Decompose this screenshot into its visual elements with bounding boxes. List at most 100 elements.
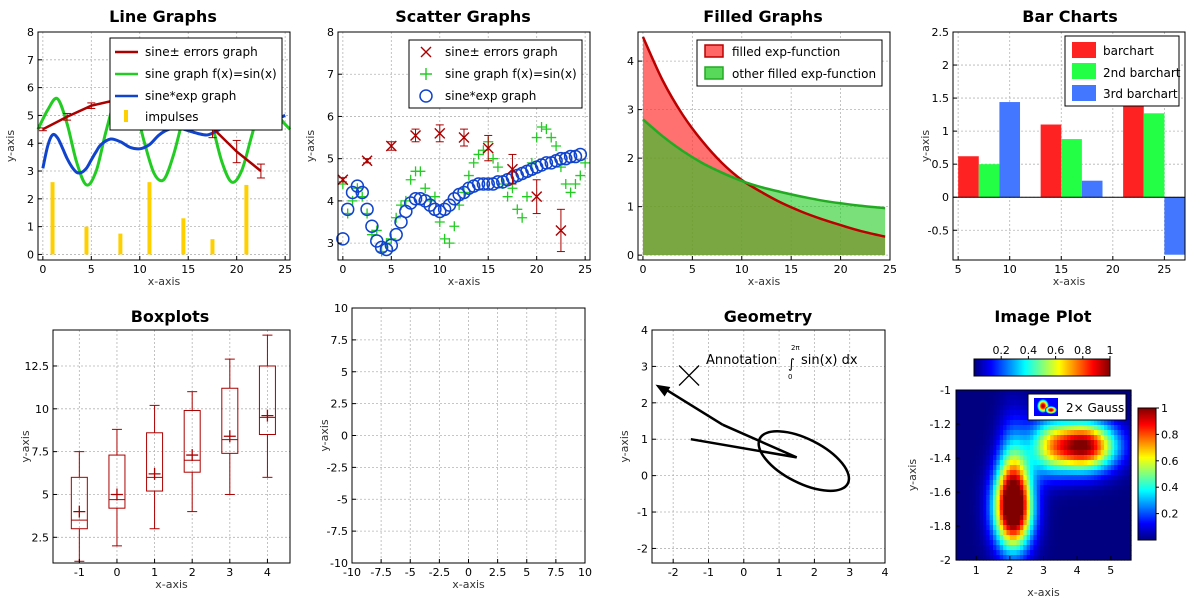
heatmap-cell [989, 535, 994, 541]
heatmap-cell [979, 500, 984, 506]
heatmap-cell [1083, 515, 1088, 521]
y-axis-label: y-axis [19, 430, 32, 463]
y-tick-label: 10 [334, 302, 348, 315]
box-mean-marker [110, 488, 123, 501]
heatmap-cell [1063, 425, 1068, 431]
annotation-label: Annotation [706, 353, 777, 368]
heatmap-cell [1033, 480, 1038, 486]
heatmap-cell [1026, 525, 1031, 531]
heatmap-cell [1023, 420, 1028, 426]
heatmap-cell [1033, 555, 1038, 561]
heatmap-cell [1124, 540, 1129, 546]
box-mean-marker [186, 449, 199, 462]
x-axis-label: x-axis [148, 275, 181, 288]
heatmap-cell [1036, 510, 1041, 516]
heatmap-cell [1097, 440, 1102, 446]
chart-title: Filled Graphs [703, 7, 822, 26]
heatmap-cell [1023, 460, 1028, 466]
heatmap-cell [976, 535, 981, 541]
heatmap-cell [972, 395, 977, 401]
heatmap-cell [1124, 495, 1129, 501]
heatmap-cell [969, 445, 974, 451]
heatmap-cell [1117, 510, 1122, 516]
y-tick-label: 2 [641, 397, 648, 410]
heatmap-cell [1090, 480, 1095, 486]
heatmap-cell [1100, 540, 1105, 546]
heatmap-cell [976, 475, 981, 481]
heatmap-cell [1090, 505, 1095, 511]
heatmap-cell [999, 485, 1004, 491]
heatmap-cell [1067, 525, 1072, 531]
heatmap-cell [956, 445, 960, 451]
heatmap-cell [1087, 510, 1092, 516]
heatmap-cell [1110, 425, 1115, 431]
heatmap-cell [1053, 445, 1058, 451]
heatmap-cell [1009, 430, 1014, 436]
heatmap-cell [1060, 430, 1065, 436]
heatmap-cell [1093, 495, 1098, 501]
heatmap-cell [982, 460, 987, 466]
heatmap-cell [1083, 460, 1088, 466]
heatmap-cell [969, 505, 974, 511]
heatmap-cell [1006, 500, 1011, 506]
heatmap-cell [1104, 440, 1109, 446]
heatmap-cell [1090, 515, 1095, 521]
heatmap-cell [1013, 425, 1018, 431]
heatmap-cell [1127, 425, 1132, 431]
legend-label: sine± errors graph [145, 45, 258, 59]
heatmap-cell [1033, 515, 1038, 521]
heatmap-cell [966, 460, 971, 466]
heatmap-cell [986, 470, 991, 476]
heatmap-cell [979, 485, 984, 491]
heatmap-cell [1033, 550, 1038, 556]
heatmap-cell [1120, 530, 1125, 536]
heatmap-cell [1083, 495, 1088, 501]
y-tick-label: 8 [327, 26, 334, 39]
heatmap-cell [1030, 425, 1035, 431]
heatmap-cell [982, 470, 987, 476]
heatmap-cell [986, 485, 991, 491]
heatmap-cell [1003, 510, 1008, 516]
heatmap-cell [1026, 475, 1031, 481]
heatmap-cell [1124, 470, 1129, 476]
heatmap-cell [1093, 390, 1098, 396]
heatmap-cell [1117, 490, 1122, 496]
heatmap-cell [1036, 425, 1041, 431]
heatmap-cell [976, 405, 981, 411]
legend-box [696, 39, 883, 87]
heatmap-cell [1036, 535, 1041, 541]
heatmap-cell [966, 465, 971, 471]
heatmap-cell [1110, 460, 1115, 466]
heatmap-cell [1036, 555, 1041, 561]
heatmap-cell [1107, 515, 1112, 521]
heatmap-cell [1127, 450, 1132, 456]
heatmap-cell [976, 390, 981, 396]
heatmap-cell [1023, 390, 1028, 396]
heatmap-cell [1040, 450, 1045, 456]
heatmap-cell [976, 470, 981, 476]
heatmap-cell [996, 460, 1001, 466]
heatmap-cell [966, 415, 971, 421]
heatmap-cell [1110, 455, 1115, 461]
heatmap-cell [1009, 440, 1014, 446]
heatmap-cell [993, 420, 997, 426]
heatmap-cell [982, 505, 987, 511]
heatmap-cell [1060, 425, 1065, 431]
legend-swatch [420, 46, 432, 58]
heatmap-cell [1033, 455, 1038, 461]
heatmap-cell [1097, 545, 1102, 551]
heatmap-cell [996, 435, 1001, 441]
impulse-bar [50, 182, 55, 255]
heatmap-cell [1019, 420, 1024, 426]
heatmap-cell [1107, 440, 1112, 446]
heatmap-cell [989, 510, 994, 516]
heatmap-cell [1033, 445, 1038, 451]
y-tick-label: -2 [637, 542, 648, 555]
heatmap-cell [993, 535, 997, 541]
heatmap-cell [962, 445, 967, 451]
heatmap-cell [1080, 465, 1085, 471]
heatmap-cell [1127, 465, 1132, 471]
heatmap-cell [1110, 545, 1115, 551]
heatmap-cell [1053, 530, 1058, 536]
heatmap-cell [979, 555, 984, 561]
